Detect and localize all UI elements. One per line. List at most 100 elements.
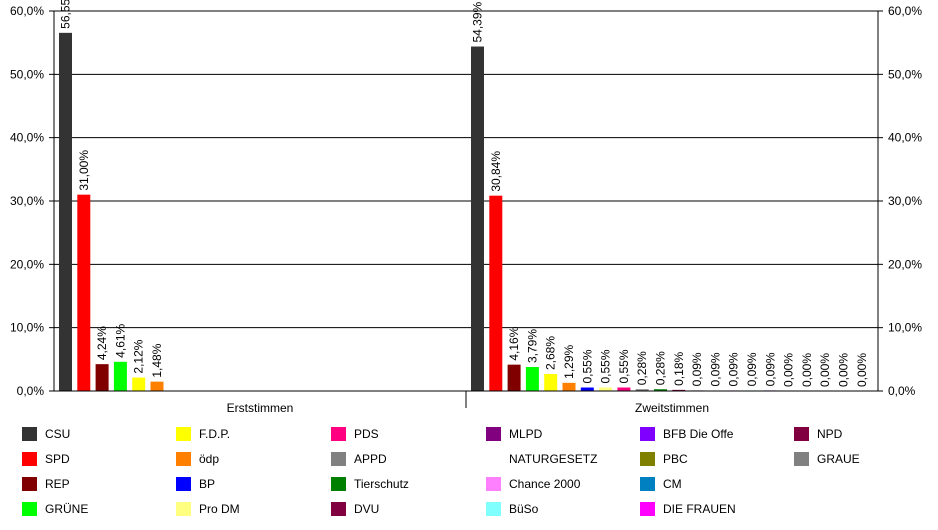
legend-swatch	[486, 502, 501, 516]
data-label: 30,84%	[489, 151, 503, 192]
y-tick-label-right: 0,0%	[888, 384, 916, 398]
legend-label: ödp	[199, 452, 219, 466]
y-tick-label-left: 20,0%	[10, 257, 44, 271]
y-tick-label-left: 30,0%	[10, 194, 44, 208]
legend-swatch	[331, 502, 346, 516]
legend-label: APPD	[354, 452, 387, 466]
data-label: 1,48%	[150, 343, 164, 377]
data-label: 54,39%	[471, 2, 485, 43]
legend-label: PBC	[663, 452, 688, 466]
legend-label: F.D.P.	[199, 427, 230, 441]
data-label: 2,68%	[544, 336, 558, 370]
bar-gr-ne	[113, 361, 127, 391]
data-label: 0,55%	[599, 349, 613, 383]
legend: CSU SPD REP GRÜNE F.D.P. ödp BP Pro DM PDS APPD Ti…	[22, 427, 860, 516]
y-tick-label-right: 60,0%	[888, 4, 922, 18]
data-label: 0,55%	[580, 349, 594, 383]
bar-gr-ne	[525, 366, 539, 391]
data-label: 0,55%	[617, 349, 631, 383]
data-label: 0,00%	[782, 353, 796, 387]
legend-label: Chance 2000	[509, 477, 581, 491]
legend-swatch	[22, 427, 37, 441]
legend-swatch	[794, 427, 809, 441]
data-label: 4,61%	[113, 323, 127, 357]
data-label: 0,00%	[837, 353, 851, 387]
legend-swatch	[794, 452, 809, 466]
legend-label: CSU	[45, 427, 70, 441]
legend-label: CM	[663, 477, 682, 491]
legend-label: DVU	[354, 502, 379, 516]
data-label: 0,00%	[855, 353, 869, 387]
bar-csu	[59, 32, 72, 391]
data-label: 56,55%	[59, 0, 73, 29]
legend-swatch	[22, 477, 37, 491]
data-label: 0,00%	[818, 353, 832, 387]
bar-rep	[507, 364, 521, 391]
y-tick-label-left: 0,0%	[17, 384, 45, 398]
data-label: 0,09%	[763, 352, 777, 386]
y-tick-label-left: 60,0%	[10, 4, 44, 18]
legend-swatch	[486, 427, 501, 441]
y-tick-label-right: 10,0%	[888, 321, 922, 335]
legend-swatch	[640, 477, 655, 491]
bar-f-d-p-	[544, 374, 558, 391]
data-label: 0,18%	[672, 352, 686, 386]
axes	[49, 10, 883, 408]
data-label: 1,29%	[562, 344, 576, 378]
legend-swatch	[331, 427, 346, 441]
bar-spd	[77, 194, 91, 391]
legend-swatch	[486, 477, 501, 491]
legend-swatch	[640, 452, 655, 466]
data-label: 0,09%	[745, 352, 759, 386]
category-labels: Erststimmen Zweitstimmen	[227, 401, 709, 415]
bar-csu	[471, 46, 484, 391]
data-label: 4,24%	[95, 326, 109, 360]
legend-label: BP	[199, 477, 215, 491]
data-labels: 56,55% 31,00% 4,24% 4,61% 2,12% 1,48% 54,39% 30…	[59, 0, 869, 387]
legend-swatch	[331, 477, 346, 491]
y-tick-label-right: 20,0%	[888, 257, 922, 271]
data-label: 0,09%	[708, 352, 722, 386]
legend-swatch	[486, 452, 501, 466]
legend-swatch	[22, 502, 37, 516]
bars	[59, 32, 777, 391]
bar-pds	[617, 387, 631, 391]
legend-label: DIE FRAUEN	[663, 502, 736, 516]
legend-label: BüSo	[509, 502, 539, 516]
bar--dp	[150, 381, 164, 391]
data-label: 0,09%	[690, 352, 704, 386]
data-label: 31,00%	[77, 150, 91, 191]
data-label: 0,28%	[635, 351, 649, 385]
legend-swatch	[176, 452, 191, 466]
legend-swatch	[640, 427, 655, 441]
bar-bp	[580, 387, 594, 391]
bar-spd	[489, 195, 503, 391]
category-label: Zweitstimmen	[635, 401, 709, 415]
bar-appd	[635, 389, 649, 391]
data-label: 0,09%	[727, 352, 741, 386]
bar-rep	[95, 364, 109, 391]
data-label: 4,16%	[507, 326, 521, 360]
legend-label: BFB Die Offe	[663, 427, 734, 441]
y-tick-label-right: 30,0%	[888, 194, 922, 208]
data-label: 0,28%	[654, 351, 668, 385]
legend-label: SPD	[45, 452, 70, 466]
legend-label: MLPD	[509, 427, 543, 441]
legend-label: GRAUE	[817, 452, 860, 466]
y-tick-label-right: 40,0%	[888, 131, 922, 145]
data-label: 3,79%	[525, 329, 539, 363]
bar-pro-dm	[599, 387, 613, 391]
legend-label: Tierschutz	[354, 477, 409, 491]
legend-swatch	[640, 502, 655, 516]
legend-label: GRÜNE	[45, 502, 88, 516]
legend-swatch	[22, 452, 37, 466]
y-tick-label-left: 50,0%	[10, 67, 44, 81]
legend-label: NPD	[817, 427, 843, 441]
category-label: Erststimmen	[227, 401, 294, 415]
data-label: 0,00%	[800, 353, 814, 387]
data-label: 2,12%	[132, 339, 146, 373]
y-tick-label-left: 10,0%	[10, 321, 44, 335]
legend-label: PDS	[354, 427, 379, 441]
y-tick-label-left: 40,0%	[10, 131, 44, 145]
